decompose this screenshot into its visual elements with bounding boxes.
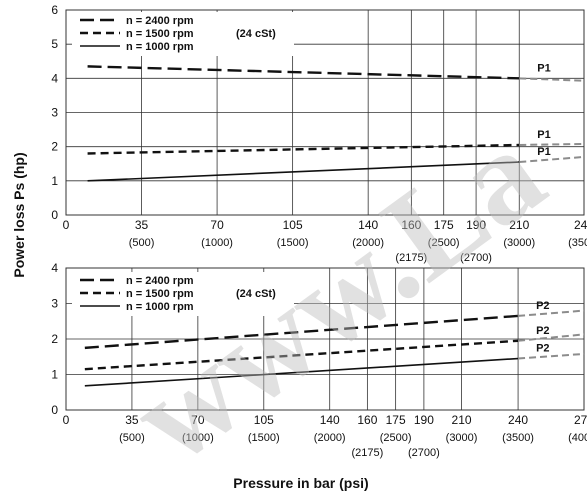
y-tick-label: 3 [51, 106, 58, 120]
y-tick-label: 4 [51, 261, 58, 275]
series-line [87, 161, 520, 182]
series-label: P1 [537, 129, 550, 141]
chart-panel-1: 0 1 2 3 4 5 6 0 35 (500) 70 (1000) 105 (1500) 140 (2000… [51, 3, 587, 264]
y-tick-label: 6 [51, 3, 58, 17]
series-extrapolation [519, 142, 585, 146]
x-tick-psi-label: (2175) [351, 447, 383, 459]
series-line [84, 339, 519, 371]
x-tick-psi-label: (1500) [248, 432, 280, 444]
y-tick-label: 3 [51, 297, 58, 311]
x-axis-label: Pressure in bar (psi) [233, 475, 368, 491]
viscosity-note: (24 cSt) [236, 288, 276, 300]
x-tick-psi-label: (3500) [502, 432, 534, 444]
x-tick-label: 160 [401, 218, 421, 232]
x-tick-psi-label: (500) [129, 237, 155, 249]
x-tick-psi-label: (3000) [446, 432, 478, 444]
x-tick-label: 140 [320, 413, 340, 427]
chart-panel-2: 0 1 2 3 4 0 35 (500) 70 (1000) 105 (1500) 140 (2000) 1… [51, 261, 587, 459]
x-tick-psi-label: (500) [119, 432, 145, 444]
y-tick-label: 5 [51, 37, 58, 51]
y-tick-label: 2 [51, 332, 58, 346]
x-tick-label: 240 [574, 218, 587, 232]
viscosity-note: (24 cSt) [236, 28, 276, 40]
legend-entry: n = 1500 rpm [126, 288, 194, 300]
y-tick-label: 4 [51, 71, 58, 85]
x-tick-label: 190 [414, 413, 434, 427]
y-tick-label: 2 [51, 140, 58, 154]
x-tick-label: 240 [508, 413, 528, 427]
x-tick-psi-label: (2000) [314, 432, 346, 444]
x-tick-label: 275 [574, 413, 587, 427]
x-tick-label: 105 [283, 218, 303, 232]
x-tick-label: 175 [386, 413, 406, 427]
legend-entry: n = 1500 rpm [126, 28, 194, 40]
series-extrapolation [518, 352, 585, 360]
series-extrapolation [517, 309, 585, 317]
x-tick-psi-label: (2000) [352, 237, 384, 249]
x-tick-psi-label: (4000) [568, 432, 587, 444]
series-extrapolation [519, 155, 585, 164]
y-axis-label: Power loss Ps (hp) [11, 152, 27, 277]
series-line [84, 357, 519, 387]
x-tick-label: 210 [509, 218, 529, 232]
legend-entry: n = 2400 rpm [126, 275, 194, 287]
x-tick-psi-label: (3000) [503, 237, 535, 249]
series-line [87, 65, 520, 80]
x-tick-psi-label: (1500) [277, 237, 309, 249]
y-tick-label: 1 [51, 368, 58, 382]
series-line [87, 143, 520, 155]
y-tick-label: 0 [51, 403, 58, 417]
x-tick-psi-label: (1000) [182, 432, 214, 444]
x-tick-label: 70 [191, 413, 205, 427]
x-tick-label: 0 [63, 413, 70, 427]
series-label: P2 [536, 343, 549, 355]
series-label: P1 [537, 146, 550, 158]
x-tick-label: 210 [452, 413, 472, 427]
series-label: P1 [537, 62, 550, 74]
series-label: P2 [536, 300, 549, 312]
x-tick-label: 175 [434, 218, 454, 232]
y-tick-label: 1 [51, 174, 58, 188]
series-line [84, 314, 519, 350]
y-tick-label: 0 [51, 208, 58, 222]
x-tick-label: 35 [125, 413, 139, 427]
x-tick-psi-label: (2500) [380, 432, 412, 444]
x-tick-label: 35 [135, 218, 149, 232]
x-tick-label: 190 [466, 218, 486, 232]
series-extrapolation [517, 333, 585, 342]
x-tick-psi-label: (1000) [201, 237, 233, 249]
x-tick-label: 0 [63, 218, 70, 232]
legend-entry: n = 2400 rpm [126, 15, 194, 27]
x-tick-label: 70 [210, 218, 224, 232]
x-tick-psi-label: (3500) [568, 237, 587, 249]
x-tick-psi-label: (2700) [408, 447, 440, 459]
x-tick-label: 140 [358, 218, 378, 232]
series-label: P2 [536, 325, 549, 337]
x-tick-label: 105 [254, 413, 274, 427]
x-tick-label: 160 [357, 413, 377, 427]
legend-entry: n = 1000 rpm [126, 301, 194, 313]
x-tick-psi-label: (2175) [395, 252, 427, 264]
legend-entry: n = 1000 rpm [126, 41, 194, 53]
x-tick-psi-label: (2500) [428, 237, 460, 249]
x-tick-psi-label: (2700) [460, 252, 492, 264]
